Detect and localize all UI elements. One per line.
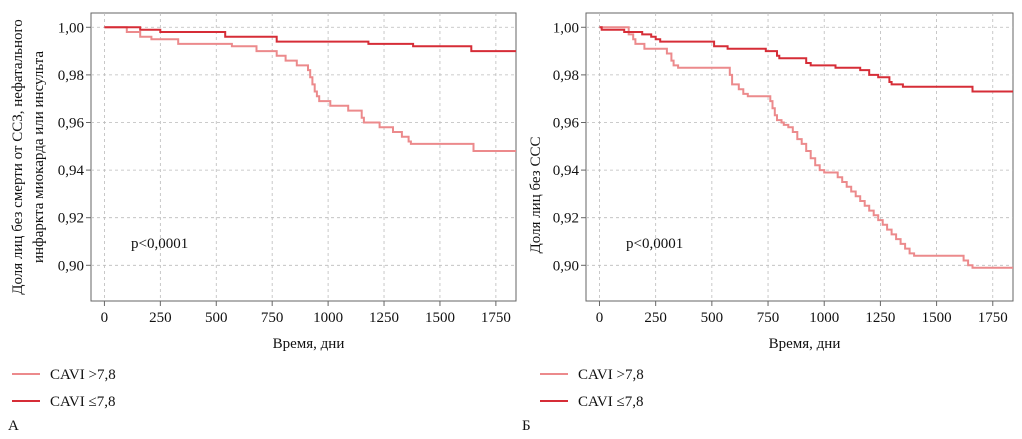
y-tick-label: 0,90 (553, 258, 579, 274)
legend: CAVI >7,8 CAVI ≤7,8 (540, 367, 644, 410)
legend-label: CAVI ≤7,8 (578, 394, 643, 410)
panel-label: А (8, 418, 19, 434)
legend-label: CAVI >7,8 (578, 367, 644, 383)
x-tick-label: 1500 (425, 310, 455, 326)
series-line-cavi-low (600, 27, 1014, 91)
x-tick-label: 250 (149, 310, 172, 326)
figure: 0 250 500 750 1000 1250 1500 1750 0,90 0,92 0,94 0,… (0, 0, 1022, 439)
x-axis-title: Время, дни (273, 336, 345, 352)
x-tick-label: 1250 (865, 310, 895, 326)
chart-panel-b: 0 250 500 750 1000 1250 1500 1750 0,90 0,92 0,94 0,… (522, 13, 1013, 434)
y-tick-label: 0,96 (553, 115, 580, 131)
y-tick-label: 0,94 (553, 163, 580, 179)
plot-frame (91, 13, 516, 301)
x-tick-label: 1000 (313, 310, 343, 326)
chart-panel-a: 0 250 500 750 1000 1250 1500 1750 0,90 0,92 0,94 0,… (8, 13, 516, 434)
y-tick-label: 0,92 (553, 211, 579, 227)
y-tick-label: 1,00 (553, 20, 579, 36)
y-axis-title: Доля лиц без ССС (528, 137, 544, 254)
legend: CAVI >7,8 CAVI ≤7,8 (12, 367, 116, 410)
x-tick-label: 750 (757, 310, 780, 326)
x-tick-label: 750 (261, 310, 284, 326)
legend-label: CAVI ≤7,8 (50, 394, 115, 410)
x-tick-label: 250 (644, 310, 667, 326)
y-tick-label: 0,98 (553, 68, 579, 84)
y-tick-label: 0,96 (58, 115, 85, 131)
legend-label: CAVI >7,8 (50, 367, 116, 383)
x-tick-label: 1750 (978, 310, 1008, 326)
x-tick-label: 1000 (809, 310, 839, 326)
p-value-annotation: p<0,0001 (626, 236, 683, 252)
y-tick-label: 0,90 (58, 258, 84, 274)
plot-frame (586, 13, 1013, 301)
y-tick-label: 1,00 (58, 20, 84, 36)
panel-label: Б (522, 418, 531, 434)
x-tick-label: 1250 (369, 310, 399, 326)
y-tick-label: 0,98 (58, 68, 84, 84)
y-axis-title: инфаркта миокарда или инсульта (31, 51, 47, 263)
x-tick-label: 0 (596, 310, 604, 326)
x-tick-label: 1500 (922, 310, 952, 326)
x-axis-title: Время, дни (769, 336, 841, 352)
x-tick-label: 500 (701, 310, 724, 326)
p-value-annotation: p<0,0001 (131, 236, 188, 252)
x-tick-label: 500 (205, 310, 228, 326)
x-tick-label: 1750 (481, 310, 511, 326)
y-tick-label: 0,92 (58, 211, 84, 227)
x-tick-label: 0 (101, 310, 109, 326)
y-tick-label: 0,94 (58, 163, 85, 179)
y-axis-title: Доля лиц без смерти от ССЗ, нефатального (10, 19, 26, 295)
